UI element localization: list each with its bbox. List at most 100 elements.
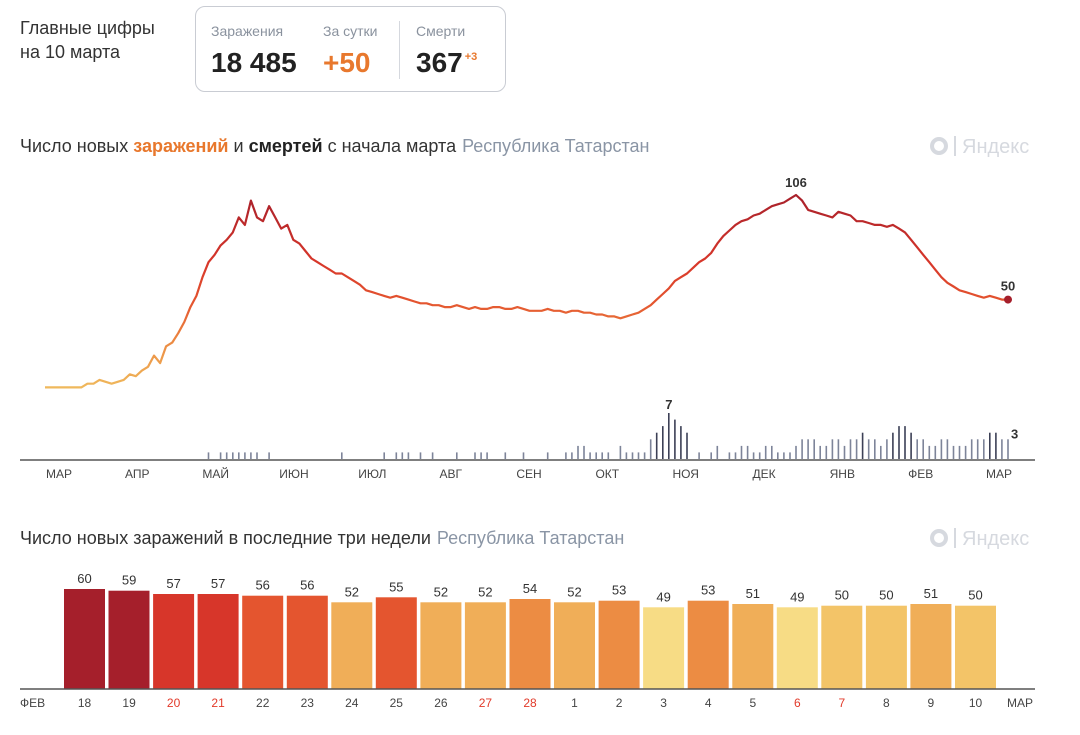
bar <box>821 605 863 689</box>
chart1-title-deaths: смертей <box>248 136 323 156</box>
cases-line <box>45 193 1008 389</box>
deaths-bar <box>916 439 918 459</box>
deaths-bar <box>401 452 404 459</box>
bar-category-label: 22 <box>256 696 270 710</box>
summary-box: Заражения 18 485 За сутки +50 Смерти 367… <box>195 6 506 92</box>
bar <box>331 602 373 689</box>
yandex-logo-2: Яндекс <box>930 528 1029 551</box>
bar-value-label: 50 <box>879 588 893 603</box>
deaths-bar <box>807 439 809 459</box>
deaths-bar <box>625 452 628 459</box>
bar <box>375 597 417 689</box>
deaths-bar <box>601 452 603 459</box>
bar-value-label: 57 <box>211 576 225 591</box>
bar-value-label: 53 <box>701 583 715 598</box>
deaths-value: 367 <box>416 47 463 78</box>
deaths-bar <box>407 452 410 459</box>
chart2-edge-label-left: ФЕВ <box>20 696 45 710</box>
bar-value-label: 50 <box>968 588 982 603</box>
deaths-bar <box>795 445 797 459</box>
bar <box>197 594 239 689</box>
chart1-title-part2: и <box>228 136 249 156</box>
bar-category-label: 10 <box>969 696 983 710</box>
deaths-bar <box>801 439 803 459</box>
yandex-logo-text-1: Яндекс <box>962 136 1030 158</box>
deaths-bar <box>940 439 943 459</box>
deaths-bar <box>522 452 525 459</box>
chart1-x-tick-label: АВГ <box>439 467 462 481</box>
bar-value-label: 57 <box>166 576 180 591</box>
bar-value-label: 60 <box>77 571 91 586</box>
chart1-x-tick-label: МАР <box>986 467 1012 481</box>
deaths-bar <box>958 445 961 459</box>
bar-value-label: 49 <box>656 589 670 604</box>
deaths-bar <box>746 445 749 459</box>
bar-value-label: 50 <box>835 588 849 603</box>
deaths-bar <box>589 452 591 459</box>
chart1-x-tick-label: ИЮЛ <box>358 467 386 481</box>
deaths-bar <box>238 452 240 459</box>
bar-category-label: 3 <box>660 696 667 710</box>
deaths-bar <box>680 426 682 459</box>
infections-label: Заражения <box>211 23 284 39</box>
deaths-bar <box>758 452 761 459</box>
deaths-bar <box>698 452 700 459</box>
deaths-bar <box>928 445 931 459</box>
deaths-bar <box>662 426 664 459</box>
deaths-bar <box>849 439 852 459</box>
bar-category-label: 4 <box>705 696 712 710</box>
deaths-bar <box>674 419 676 459</box>
deaths-bar <box>595 452 597 459</box>
bar <box>554 602 595 689</box>
yandex-logo-text-2: Яндекс <box>962 528 1030 550</box>
deaths-bar <box>904 426 906 459</box>
chart1-x-tick-label: АПР <box>125 467 150 481</box>
deaths-bar <box>995 432 997 459</box>
deaths-bar <box>740 445 743 459</box>
bar <box>64 589 105 689</box>
chart1-x-tick-label: МАР <box>46 467 72 481</box>
deaths-bar <box>631 452 634 459</box>
deaths-bar <box>244 452 246 459</box>
bar-value-label: 52 <box>478 584 492 599</box>
bar-value-label: 52 <box>345 584 359 599</box>
chart2-title: Число новых заражений в последние три не… <box>20 528 624 549</box>
deaths-bar <box>1007 439 1009 459</box>
chart1-x-ticks: МАР АПР МАЙ ИЮН ИЮЛ АВГ СЕН ОКТ НОЯ ДЕК ЯНВ ФЕВ МАР <box>46 466 1012 481</box>
deaths-bar <box>892 432 894 459</box>
deaths-bar <box>922 439 924 459</box>
stat-deaths: Смерти 367 +3 <box>416 23 477 79</box>
stat-infections: Заражения 18 485 <box>211 23 297 79</box>
logo-separator <box>954 528 956 548</box>
chart2-edge-label-right: МАР <box>1007 696 1033 710</box>
deaths-bar <box>1001 439 1003 459</box>
bar-value-label: 56 <box>255 578 269 593</box>
deaths-bar <box>983 439 985 459</box>
deaths-bar <box>964 445 967 459</box>
deaths-bar <box>934 445 937 459</box>
day-label: За сутки <box>323 23 378 39</box>
deaths-bar <box>643 452 646 459</box>
deaths-label: Смерти <box>416 23 466 39</box>
chart2-region: Республика Татарстан <box>436 528 625 548</box>
chart2-bars: 6018591957205721562256235224552552265227… <box>64 571 996 710</box>
bar <box>732 604 774 689</box>
deaths-bar <box>395 452 398 459</box>
bar-category-label: 20 <box>167 696 181 710</box>
bar <box>153 594 195 689</box>
bar-category-label: 28 <box>523 696 537 710</box>
deaths-bars <box>207 413 1009 459</box>
bar-value-label: 55 <box>389 579 403 594</box>
bar-category-label: 24 <box>345 696 359 710</box>
bar <box>865 605 907 689</box>
bar-category-label: 5 <box>749 696 756 710</box>
deaths-bar <box>655 432 658 459</box>
deaths-peak-label: 7 <box>665 397 672 412</box>
chart1-title-part1: Число новых <box>20 136 134 156</box>
deaths-bar <box>886 439 888 459</box>
deaths-bar <box>456 452 458 459</box>
bar-category-label: 8 <box>883 696 890 710</box>
chart-cases-deaths: МАР АПР МАЙ ИЮН ИЮЛ АВГ СЕН ОКТ НОЯ ДЕК ЯНВ ФЕВ МАР … <box>20 175 1035 481</box>
deaths-bar <box>565 452 567 459</box>
day-value: +50 <box>323 47 371 78</box>
